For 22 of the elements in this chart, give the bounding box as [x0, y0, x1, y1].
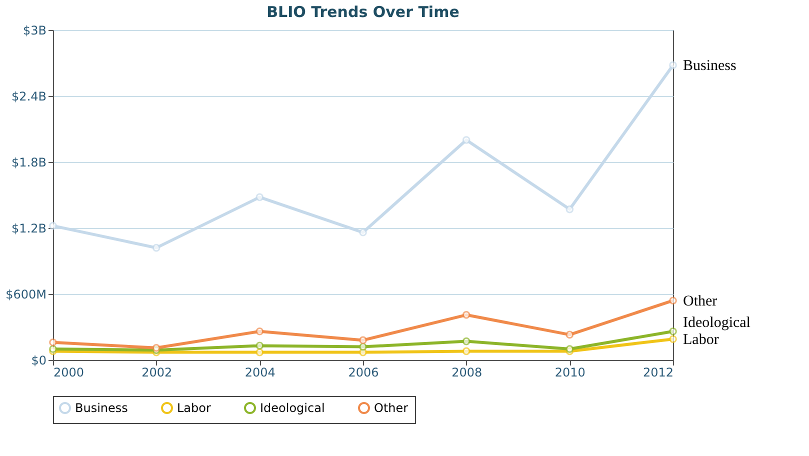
legend-label: Ideological [260, 401, 325, 415]
y-tick-label: $1.8B [12, 156, 46, 170]
chart-title: BLIO Trends Over Time [266, 3, 460, 21]
x-tick-label: 2004 [244, 366, 276, 380]
y-tick-label: $0 [31, 354, 46, 368]
legend-label: Business [75, 401, 128, 415]
text: Business [683, 58, 736, 74]
text: Other [683, 294, 718, 310]
legend-label: Other [374, 401, 408, 415]
x-tick-label: 2010 [554, 366, 586, 380]
y-tick-label: $600M [6, 288, 46, 302]
text: Labor [683, 332, 719, 348]
legend-label: Labor [177, 401, 211, 415]
x-tick-label: 2000 [54, 366, 84, 380]
x-tick-label: 2012 [642, 366, 674, 380]
y-tick-label: $3B [22, 24, 46, 38]
y-tick-label: $1.2B [12, 222, 46, 236]
y-tick-label: $2.4B [12, 90, 46, 104]
x-tick-label: 2002 [142, 366, 172, 380]
x-tick-label: 2006 [348, 366, 379, 380]
text: Ideological [683, 315, 750, 332]
x-tick-label: 2008 [452, 366, 482, 380]
